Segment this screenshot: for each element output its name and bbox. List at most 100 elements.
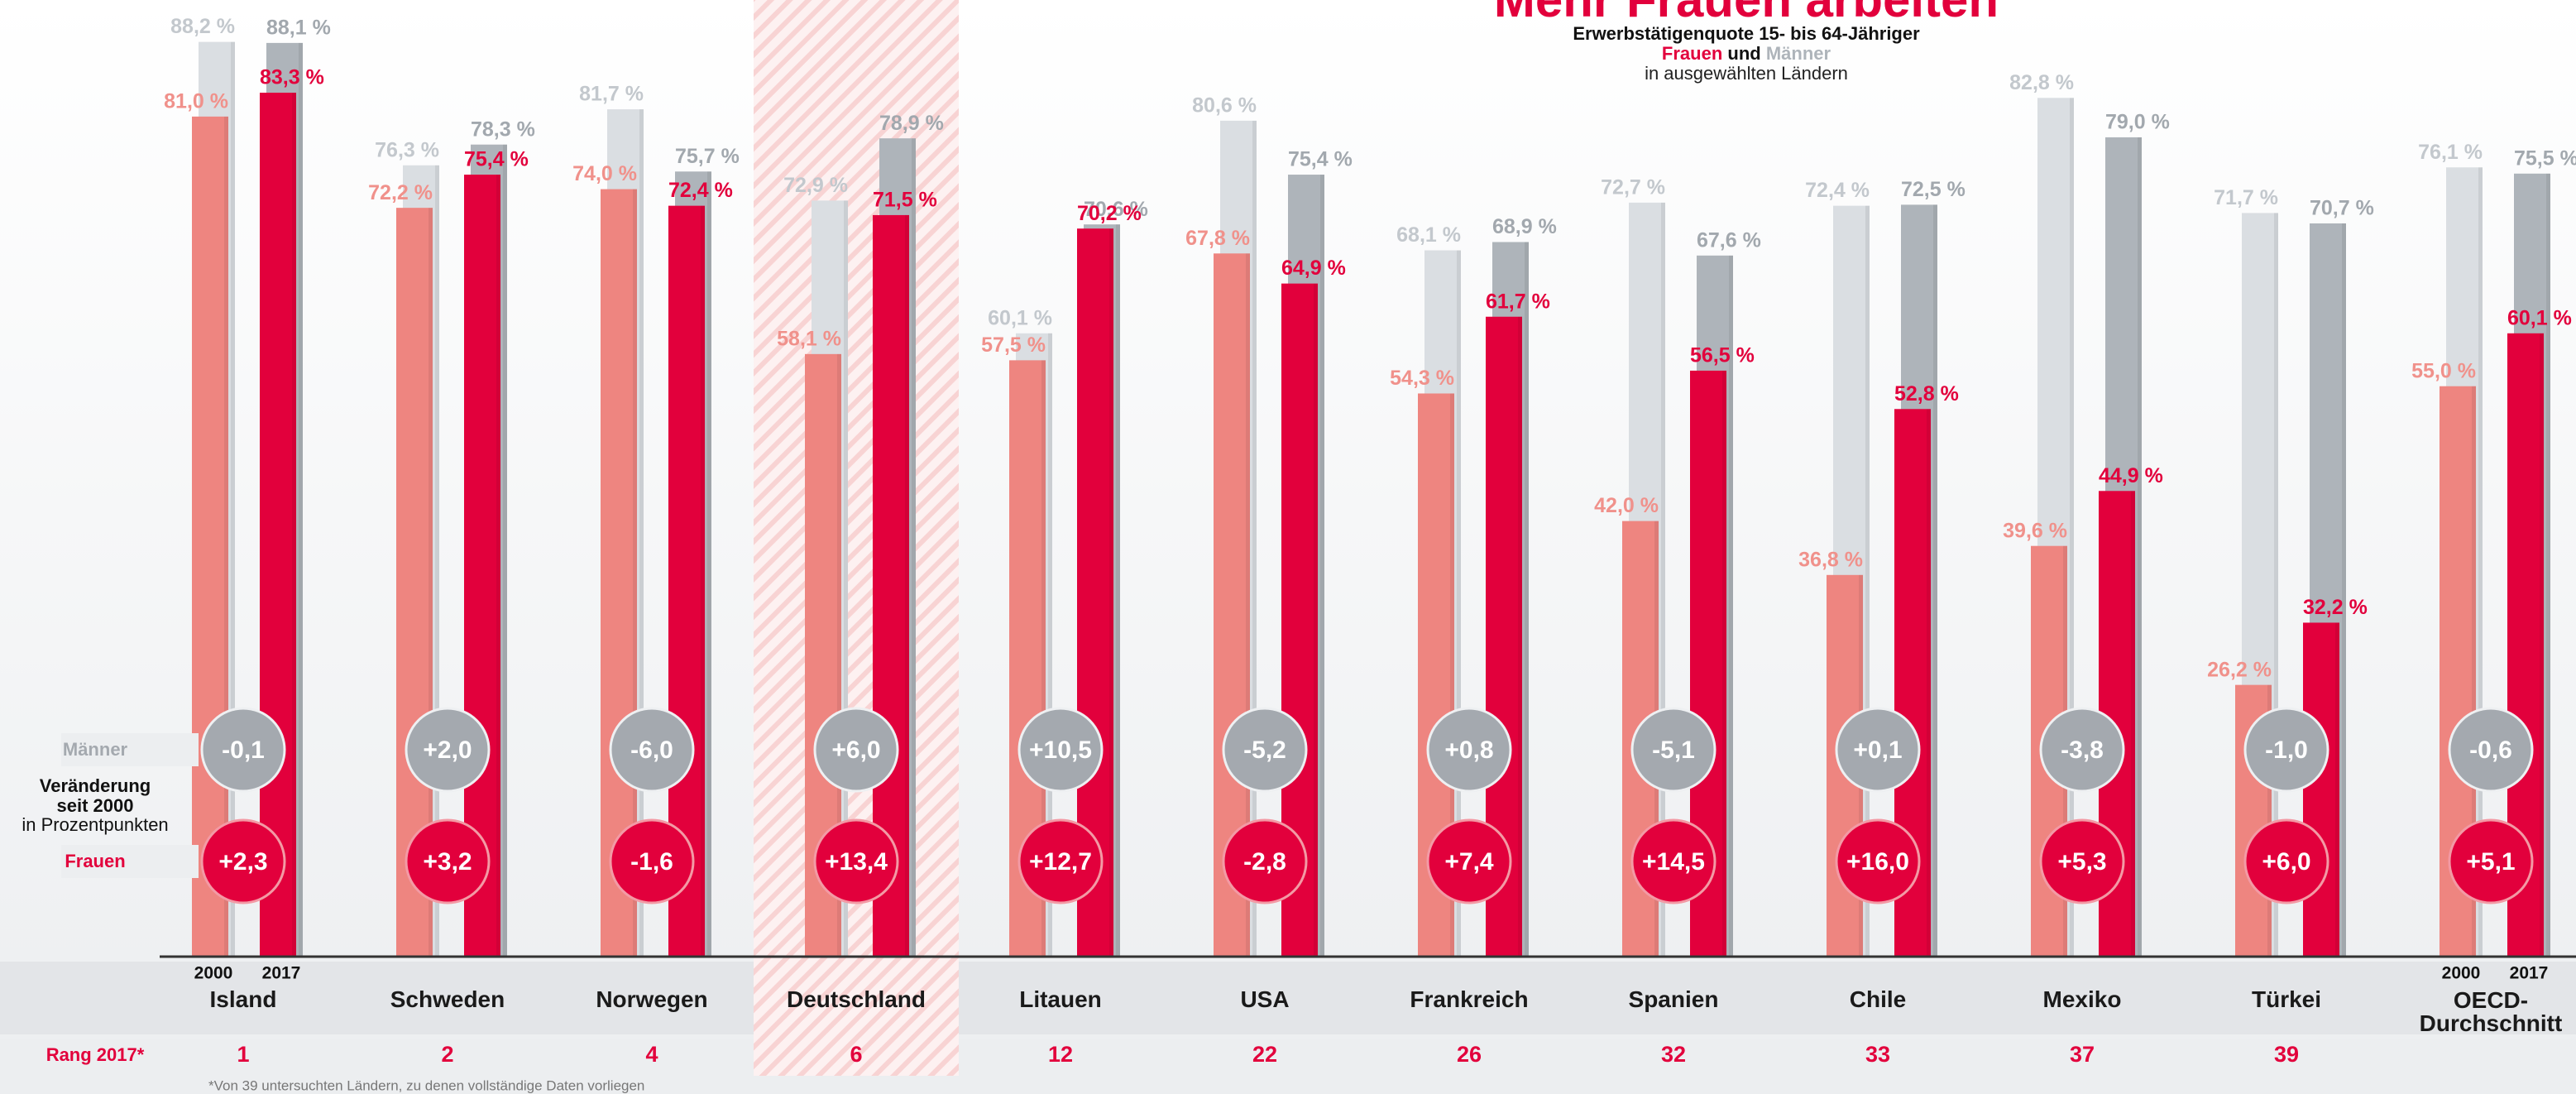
x-tick-label: USA xyxy=(1240,986,1290,1012)
change-circle xyxy=(2039,818,2125,904)
change-label: -3,8 xyxy=(2061,737,2104,764)
chart-title: Mehr Frauen arbeiten xyxy=(1494,0,1999,27)
value-label: 72,7 % xyxy=(1601,175,1665,199)
value-label: 68,9 % xyxy=(1492,215,1557,238)
change-circle xyxy=(1426,707,1512,793)
bar-shade xyxy=(1252,120,1257,957)
category-band xyxy=(0,962,2576,1034)
bar-shade xyxy=(503,144,507,957)
bar-shade xyxy=(1661,202,1665,957)
bar-shade xyxy=(1041,360,1046,957)
rank: 32 xyxy=(1661,1042,1686,1067)
value-label: 72,4 % xyxy=(1805,179,1870,202)
change-label: +5,1 xyxy=(2466,848,2515,876)
change-label: +0,8 xyxy=(1444,737,1493,764)
rank: 2 xyxy=(441,1042,453,1067)
value-label: 75,4 % xyxy=(464,148,529,171)
change-label: -1,6 xyxy=(630,848,673,876)
bar-shade xyxy=(1048,333,1052,957)
value-label: 76,3 % xyxy=(375,138,439,161)
bar-shade xyxy=(2267,684,2272,957)
value-label: 88,2 % xyxy=(170,15,235,38)
rank: 22 xyxy=(1252,1042,1277,1067)
value-label: 39,6 % xyxy=(2003,519,2067,542)
change-label: +14,5 xyxy=(1642,848,1705,876)
value-label: 44,9 % xyxy=(2099,464,2163,487)
x-tick-label: Spanien xyxy=(1628,986,1719,1012)
men-label-box xyxy=(61,733,199,766)
bar-shade xyxy=(2335,622,2339,957)
change-circle xyxy=(2448,818,2534,904)
change-circle xyxy=(1017,818,1104,904)
value-label: 81,7 % xyxy=(579,83,644,106)
year-label: 2000 xyxy=(2442,964,2481,983)
rank: 12 xyxy=(1048,1042,1073,1067)
change-circle xyxy=(1222,818,1308,904)
change-circle xyxy=(1222,707,1308,793)
bar-shade xyxy=(292,93,296,957)
subtitle-2: in ausgewählten Ländern xyxy=(1645,63,1848,84)
bar-shade xyxy=(701,205,705,957)
x-tick-label: Norwegen xyxy=(596,986,708,1012)
change-title: seit 2000 xyxy=(57,795,134,816)
change-circle xyxy=(2448,707,2534,793)
value-label: 75,5 % xyxy=(2514,146,2576,170)
bar-shade xyxy=(1729,255,1733,957)
value-label: 67,6 % xyxy=(1697,228,1761,252)
x-tick-label: Deutschland xyxy=(786,986,926,1012)
bar-shade xyxy=(231,41,235,957)
change-circle xyxy=(813,707,899,793)
change-label: +6,0 xyxy=(831,737,880,764)
value-label: 78,3 % xyxy=(471,118,535,141)
value-label: 64,9 % xyxy=(1281,257,1346,280)
year-label: 2017 xyxy=(262,964,301,983)
bar-shade xyxy=(844,200,848,957)
change-circle xyxy=(200,818,286,904)
value-label: 72,2 % xyxy=(368,181,433,204)
value-label: 79,0 % xyxy=(2105,111,2170,134)
rank: 4 xyxy=(645,1042,658,1067)
value-label: 68,1 % xyxy=(1396,223,1461,247)
change-circle xyxy=(405,818,491,904)
legend-women: Frauen xyxy=(1662,43,1722,64)
value-label: 32,2 % xyxy=(2303,596,2368,619)
bar-shade xyxy=(912,138,916,957)
change-label: +16,0 xyxy=(1846,848,1909,876)
change-label: +12,7 xyxy=(1029,848,1092,876)
legend-men: Männer xyxy=(1766,43,1831,64)
bar-shade xyxy=(2478,167,2483,957)
value-label: 55,0 % xyxy=(2411,359,2476,382)
value-label: 57,5 % xyxy=(981,333,1046,357)
value-label: 60,1 % xyxy=(988,306,1052,329)
bar-shade xyxy=(1927,409,1931,957)
change-label: -6,0 xyxy=(630,737,673,764)
value-label: 72,4 % xyxy=(668,179,733,202)
bar-shade xyxy=(837,353,841,957)
value-label: 61,7 % xyxy=(1486,290,1550,313)
bar-shade xyxy=(2342,223,2346,957)
bar-shade xyxy=(639,109,644,957)
value-label: 71,7 % xyxy=(2214,186,2278,209)
value-label: 71,5 % xyxy=(873,189,937,212)
x-tick-label: Litauen xyxy=(1019,986,1102,1012)
rank: 37 xyxy=(2070,1042,2095,1067)
change-circle xyxy=(1426,818,1512,904)
value-label: 54,3 % xyxy=(1390,367,1454,390)
change-label: -5,1 xyxy=(1652,737,1695,764)
value-label: 58,1 % xyxy=(777,327,841,350)
bar-shade xyxy=(496,175,500,957)
bar-shade xyxy=(2540,333,2544,957)
bar-shade xyxy=(2274,213,2278,957)
bar-shade xyxy=(224,116,228,957)
change-label: -5,2 xyxy=(1243,737,1286,764)
change-label: -2,8 xyxy=(1243,848,1286,876)
change-circle xyxy=(1630,707,1717,793)
change-label: -0,6 xyxy=(2469,737,2512,764)
change-label: +5,3 xyxy=(2057,848,2106,876)
value-label: 36,8 % xyxy=(1798,548,1863,571)
value-label: 70,2 % xyxy=(1077,202,1142,225)
x-tick-label: Frankreich xyxy=(1410,986,1529,1012)
year-label: 2017 xyxy=(2510,964,2549,983)
